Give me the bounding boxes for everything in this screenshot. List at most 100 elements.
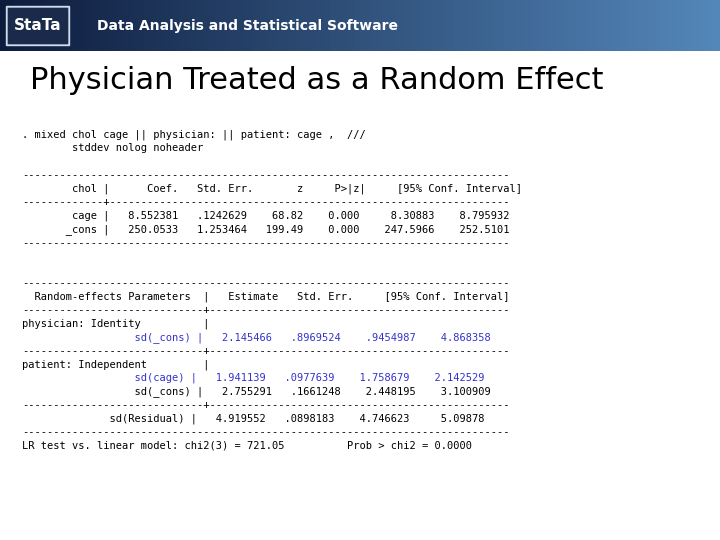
Text: -----------------------------+------------------------------------------------: -----------------------------+----------… [22, 346, 510, 356]
Text: ------------------------------------------------------------------------------: ----------------------------------------… [22, 278, 510, 288]
Bar [209, 0, 216, 51]
Text: sd(Residual) |   4.919552   .0898183    4.746623     5.09878: sd(Residual) | 4.919552 .0898183 4.74662… [22, 413, 485, 424]
Bar [58, 0, 65, 51]
Text: Data Analysis and Statistical Software: Data Analysis and Statistical Software [97, 19, 398, 32]
Bar [281, 0, 288, 51]
Bar [382, 0, 389, 51]
Text: StaTa: StaTa [14, 18, 61, 33]
Text: -----------------------------+------------------------------------------------: -----------------------------+----------… [22, 400, 510, 410]
Bar [504, 0, 511, 51]
Bar [137, 0, 144, 51]
Text: cage |   8.552381   .1242629    68.82    0.000     8.30883    8.795932: cage | 8.552381 .1242629 68.82 0.000 8.3… [22, 211, 510, 221]
Bar [173, 0, 180, 51]
Bar [490, 0, 497, 51]
Bar [662, 0, 670, 51]
Bar [317, 0, 324, 51]
Bar [259, 0, 266, 51]
Bar [180, 0, 187, 51]
Bar [216, 0, 223, 51]
Bar [72, 0, 79, 51]
Bar [43, 0, 50, 51]
Bar [7, 0, 14, 51]
Bar [36, 0, 43, 51]
Bar [583, 0, 590, 51]
Bar [655, 0, 662, 51]
Bar [410, 0, 418, 51]
Bar [252, 0, 259, 51]
Bar [634, 0, 641, 51]
Bar [439, 0, 446, 51]
Bar [403, 0, 410, 51]
Bar [547, 0, 554, 51]
Bar [295, 0, 302, 51]
Text: stddev nolog noheader: stddev nolog noheader [22, 143, 203, 153]
Bar [446, 0, 454, 51]
Bar [518, 0, 526, 51]
Text: Random-effects Parameters  |   Estimate   Std. Err.     [95% Conf. Interval]: Random-effects Parameters | Estimate Std… [22, 292, 510, 302]
Bar [360, 0, 367, 51]
Text: ------------------------------------------------------------------------------: ----------------------------------------… [22, 427, 510, 437]
Bar [619, 0, 626, 51]
Bar [274, 0, 281, 51]
Bar [425, 0, 432, 51]
Bar [562, 0, 569, 51]
Bar [194, 0, 202, 51]
Bar [511, 0, 518, 51]
Bar [331, 0, 338, 51]
Bar [238, 0, 245, 51]
Bar [151, 0, 158, 51]
Bar [468, 0, 475, 51]
Bar [670, 0, 677, 51]
Bar [590, 0, 598, 51]
Bar [576, 0, 583, 51]
Bar [324, 0, 331, 51]
Text: . mixed chol cage || physician: || patient: cage ,  ///: . mixed chol cage || physician: || patie… [22, 130, 366, 140]
Bar [497, 0, 504, 51]
Text: patient: Independent         |: patient: Independent | [22, 359, 210, 370]
FancyBboxPatch shape [8, 9, 67, 43]
Text: ------------------------------------------------------------------------------: ----------------------------------------… [22, 238, 510, 248]
Text: ------------------------------------------------------------------------------: ----------------------------------------… [22, 170, 510, 180]
Bar [130, 0, 137, 51]
Bar [22, 0, 29, 51]
Text: sd(_cons) |   2.755291   .1661248    2.448195    3.100909: sd(_cons) | 2.755291 .1661248 2.448195 3… [22, 386, 491, 397]
Bar [533, 0, 540, 51]
Text: LR test vs. linear model: chi2(3) = 721.05          Prob > chi2 = 0.0000: LR test vs. linear model: chi2(3) = 721.… [22, 440, 472, 450]
Text: _cons |   250.0533   1.253464   199.49    0.000    247.5966    252.5101: _cons | 250.0533 1.253464 199.49 0.000 2… [22, 224, 510, 235]
Bar [14, 0, 22, 51]
Bar [569, 0, 576, 51]
Bar [698, 0, 706, 51]
Bar [50, 0, 58, 51]
Bar [266, 0, 274, 51]
Bar [396, 0, 403, 51]
Bar [526, 0, 533, 51]
Bar [122, 0, 130, 51]
Bar [482, 0, 490, 51]
Bar [554, 0, 562, 51]
Bar [475, 0, 482, 51]
Bar [94, 0, 101, 51]
Bar [338, 0, 346, 51]
Text: chol |      Coef.   Std. Err.       z     P>|z|     [95% Conf. Interval]: chol | Coef. Std. Err. z P>|z| [95% Conf… [22, 184, 522, 194]
Bar [454, 0, 461, 51]
Bar [605, 0, 612, 51]
Bar [598, 0, 605, 51]
Bar [432, 0, 439, 51]
Bar [389, 0, 396, 51]
Bar [187, 0, 194, 51]
Bar [0, 0, 7, 51]
Bar [115, 0, 122, 51]
Bar [230, 0, 238, 51]
Bar [29, 0, 36, 51]
Bar [612, 0, 619, 51]
Text: -----------------------------+------------------------------------------------: -----------------------------+----------… [22, 305, 510, 315]
Bar [202, 0, 209, 51]
Bar [677, 0, 684, 51]
Bar [245, 0, 252, 51]
FancyBboxPatch shape [6, 6, 69, 45]
Bar [108, 0, 115, 51]
Bar [144, 0, 151, 51]
Bar [540, 0, 547, 51]
Bar [691, 0, 698, 51]
Bar [288, 0, 295, 51]
